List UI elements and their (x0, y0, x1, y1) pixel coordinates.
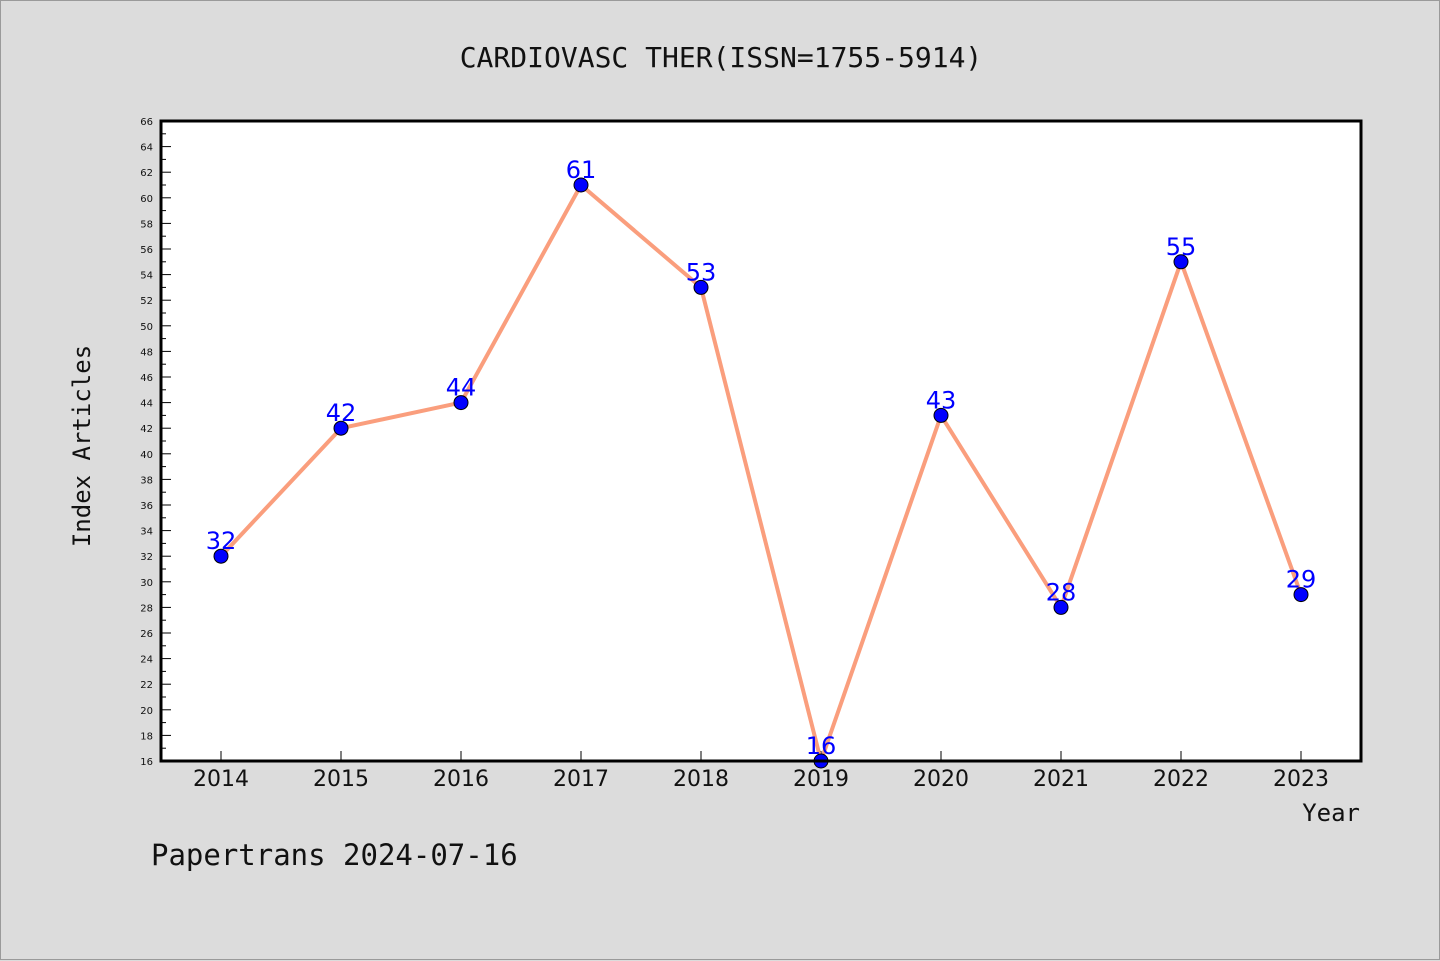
data-point (933, 407, 949, 423)
data-point (213, 548, 229, 564)
data-point (1293, 587, 1309, 603)
data-label: 53 (686, 258, 717, 286)
y-tick-label: 50 (140, 322, 153, 333)
data-label: 61 (566, 156, 597, 184)
y-tick-label: 56 (140, 245, 153, 256)
series-line (219, 183, 1303, 763)
footer-credit: Papertrans 2024-07-16 (151, 838, 518, 872)
y-tick-label: 54 (140, 271, 153, 282)
chart-title: CARDIOVASC THER(ISSN=1755-5914) (460, 41, 983, 74)
x-tick-label: 2022 (1153, 767, 1209, 792)
x-tick-label: 2021 (1033, 767, 1089, 792)
data-point (693, 279, 709, 295)
y-tick-label: 18 (140, 731, 153, 742)
y-tick-label: 58 (140, 219, 153, 230)
data-point (1173, 254, 1189, 270)
y-tick-label: 42 (140, 424, 153, 435)
y-tick-label: 24 (140, 655, 153, 666)
y-tick-label: 22 (140, 680, 153, 691)
data-point (453, 395, 469, 411)
x-tick-label: 2020 (913, 767, 969, 792)
x-tick-label: 2017 (553, 767, 609, 792)
y-tick-label: 66 (140, 117, 153, 128)
y-tick-label: 46 (140, 373, 153, 384)
y-tick-label: 48 (140, 347, 153, 358)
y-tick-label: 44 (140, 399, 153, 410)
data-label: 42 (326, 399, 357, 427)
y-tick-label: 20 (140, 706, 153, 717)
data-point (1053, 599, 1069, 615)
y-axis-title: Index Articles (68, 345, 96, 547)
x-tick-label: 2014 (193, 767, 249, 792)
data-labels: 32 42 44 61 53 16 43 28 55 29 (206, 156, 1317, 760)
data-label: 28 (1046, 578, 1077, 606)
y-tick-label: 16 (140, 757, 153, 768)
y-tick-label: 34 (140, 527, 153, 538)
y-tick-label: 60 (140, 194, 153, 205)
x-tick-label: 2023 (1273, 767, 1329, 792)
y-tick-label: 38 (140, 475, 153, 486)
series-markers (213, 177, 1309, 769)
y-tick-label: 64 (140, 143, 153, 154)
y-tick-label: 26 (140, 629, 153, 640)
y-tick-label: 62 (140, 168, 153, 179)
y-tick-label: 40 (140, 450, 153, 461)
data-label: 16 (806, 732, 837, 760)
y-tick-label: 32 (140, 552, 153, 563)
x-axis-title: Year (1302, 799, 1360, 827)
data-label: 29 (1286, 566, 1317, 594)
y-tick-label: 28 (140, 603, 153, 614)
x-tick-label: 2016 (433, 767, 489, 792)
data-label: 43 (926, 386, 957, 414)
y-tick-label: 36 (140, 501, 153, 512)
y-axis: 16 18 20 22 24 26 28 30 32 34 36 38 40 42 44 46 48 50 52 54… (140, 117, 171, 768)
y-tick-label: 52 (140, 296, 153, 307)
plot-border (159, 119, 1363, 763)
data-point (333, 420, 349, 436)
plot-area (161, 121, 1361, 761)
x-tick-label: 2019 (793, 767, 849, 792)
x-tick-label: 2015 (313, 767, 369, 792)
data-label: 32 (206, 527, 237, 555)
y-tick-label: 30 (140, 578, 153, 589)
data-label: 44 (446, 374, 477, 402)
x-axis: 2014 2015 2016 2017 2018 2019 2020 2021 2022 2023 (193, 751, 1329, 792)
data-point (573, 177, 589, 193)
x-tick-label: 2018 (673, 767, 729, 792)
data-label: 55 (1166, 233, 1197, 261)
